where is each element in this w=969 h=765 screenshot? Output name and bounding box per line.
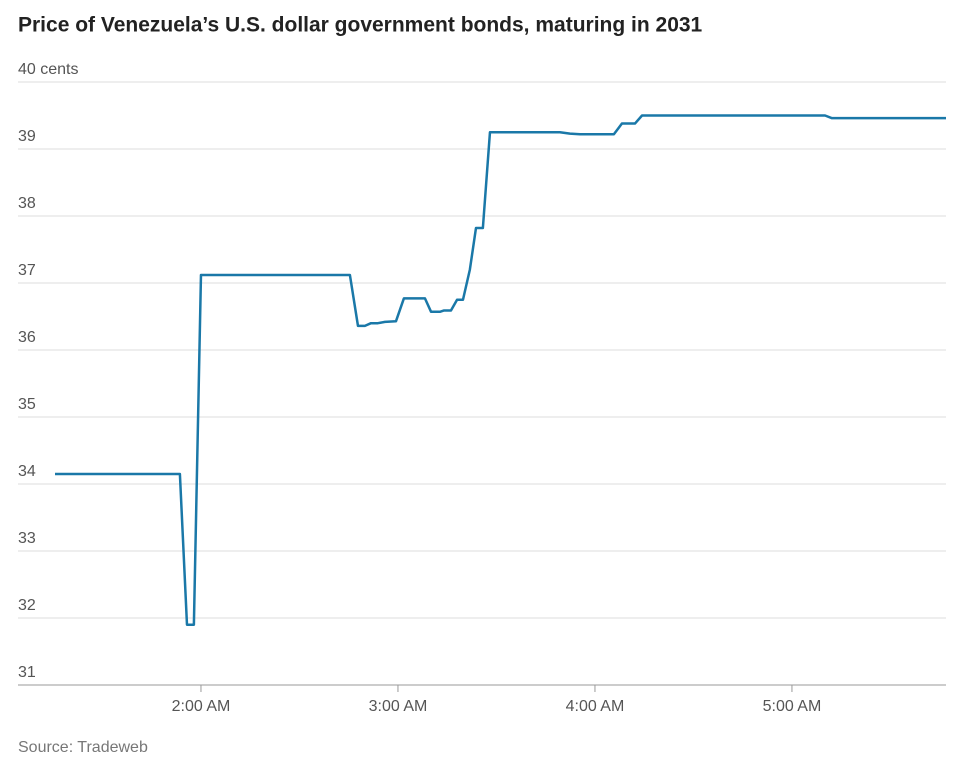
y-tick-label: 38 xyxy=(18,195,36,212)
source-note: Source: Tradeweb xyxy=(18,739,148,756)
x-tick-label: 3:00 AM xyxy=(369,698,428,715)
x-tick-label: 4:00 AM xyxy=(566,698,625,715)
y-tick-label: 31 xyxy=(18,664,36,681)
price-line xyxy=(55,114,946,626)
x-tick-label: 2:00 AM xyxy=(172,698,231,715)
y-tick-label: 33 xyxy=(18,530,36,547)
y-tick-label: 34 xyxy=(18,463,36,480)
x-tick-label: 5:00 AM xyxy=(763,698,822,715)
y-tick-label: 37 xyxy=(18,262,36,279)
chart-title: Price of Venezuela’s U.S. dollar governm… xyxy=(18,14,703,37)
y-tick-label: 32 xyxy=(18,597,36,614)
y-tick-label: 36 xyxy=(18,329,36,346)
y-tick-label: 40 cents xyxy=(18,61,78,78)
y-tick-label: 39 xyxy=(18,128,36,145)
y-tick-label: 35 xyxy=(18,396,36,413)
